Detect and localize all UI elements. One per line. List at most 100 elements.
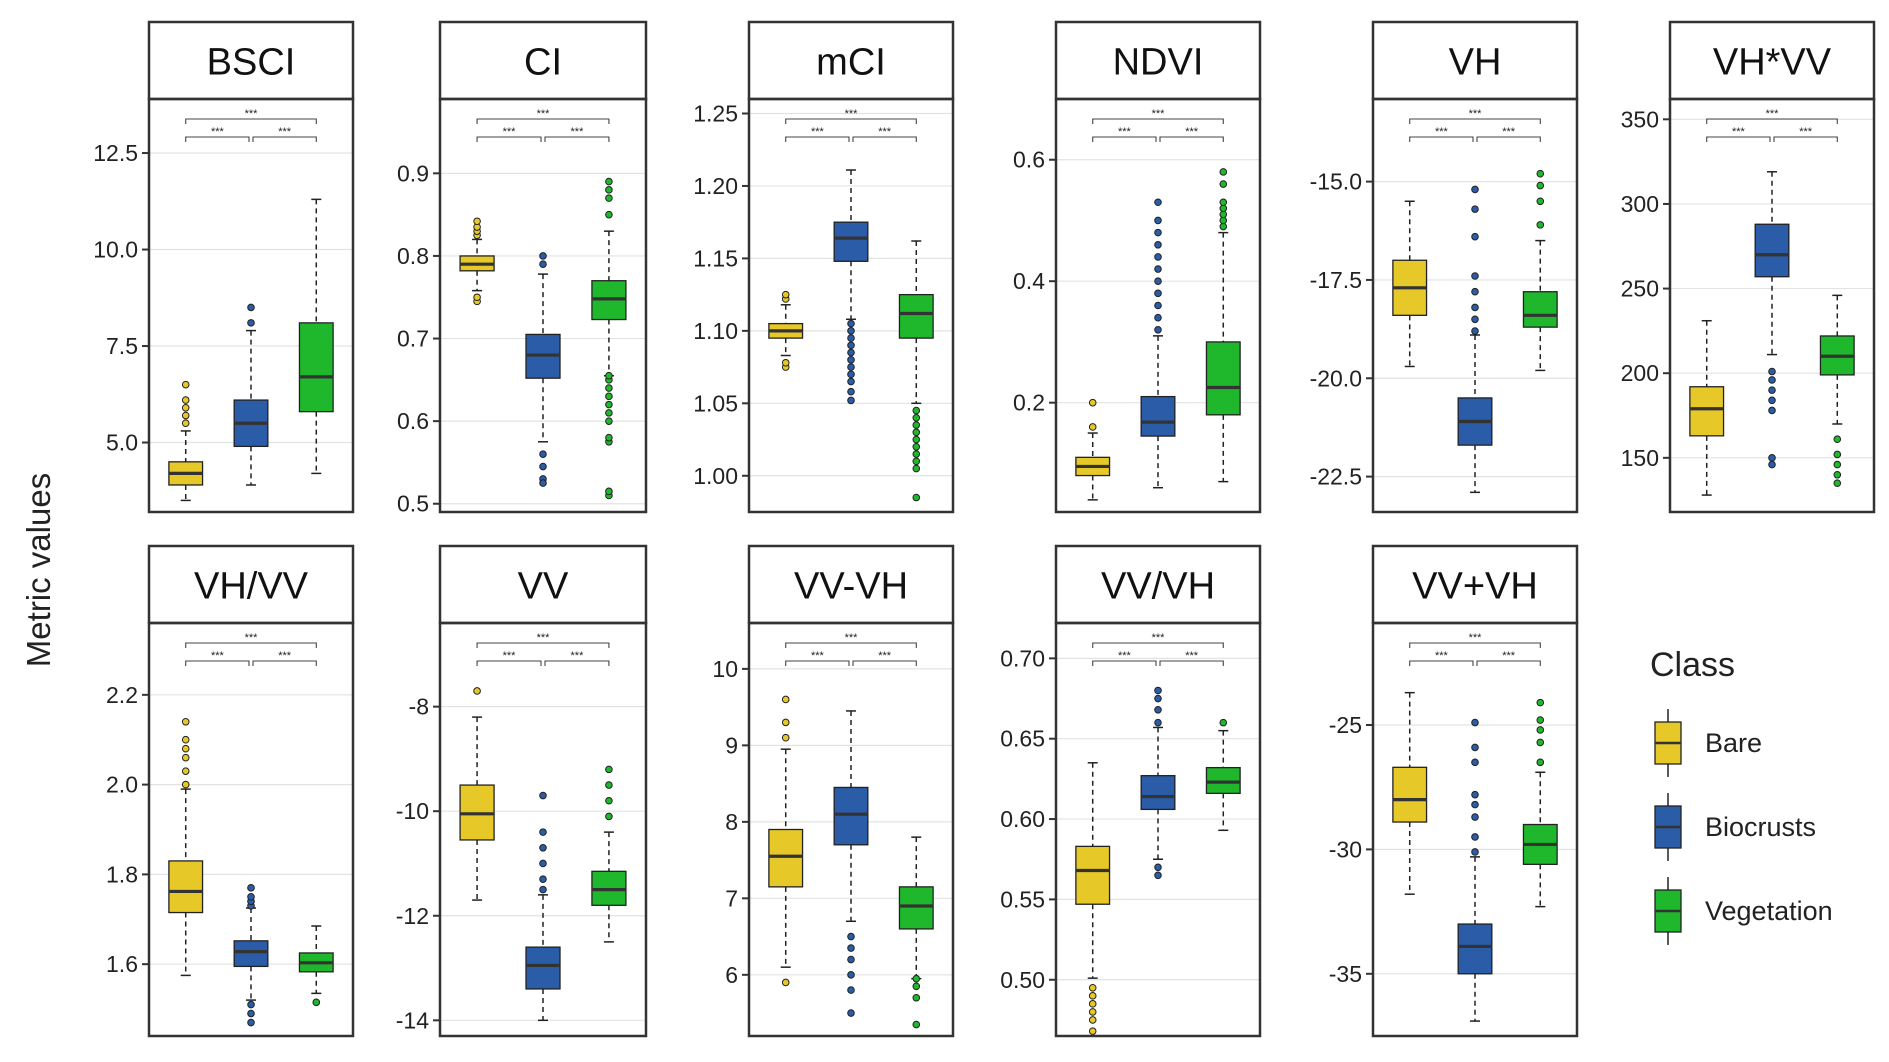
panel-bsci: BSCI *** *** *** 5.0 7.5 10.0 12.5 (93, 20, 355, 514)
panel-title: VV (518, 566, 569, 608)
outlier-point (1088, 992, 1097, 1000)
outlier-point (312, 998, 321, 1007)
y-tick-label: -30 (1329, 836, 1362, 862)
box-bare (168, 380, 204, 502)
panel-border (1668, 97, 1876, 514)
y-tick-label: 1.10 (693, 318, 738, 344)
bracket-bare-vegetation (1706, 118, 1838, 124)
outlier-point (181, 403, 190, 412)
outlier-point (1088, 1008, 1097, 1016)
outlier-point (539, 859, 547, 868)
panel-vv-vh: VV/VH *** *** *** 0.50 0.55 0.60 0.65 0.70 (1000, 544, 1262, 1038)
bracket-biocrusts-vegetation (1476, 136, 1541, 142)
bracket-bare-biocrusts (785, 136, 850, 142)
facet-panels: BSCI *** *** *** 5.0 7.5 10.0 12.5 CI *** *** *** 0.… (93, 20, 1876, 1038)
significance-label: *** (1185, 126, 1199, 138)
panel-title: CI (524, 42, 562, 84)
outlier-point (1088, 1000, 1097, 1008)
y-tick-label: 200 (1621, 360, 1659, 386)
box-bare (768, 290, 804, 371)
outlier-point (1471, 758, 1479, 767)
outlier-point (247, 319, 255, 327)
panel-vh: VH *** *** *** -22.5 -20.0 -17.5 -15.0 (1310, 20, 1579, 514)
outlier-point (539, 462, 547, 471)
box-iqr (833, 221, 869, 262)
y-tick-label: -10 (396, 798, 429, 824)
box-iqr (1140, 395, 1176, 437)
significance-label: *** (571, 650, 585, 662)
outlier-point (1536, 181, 1545, 190)
box-bare (459, 217, 495, 306)
panel-title: mCI (816, 42, 886, 84)
box-iqr (168, 860, 204, 914)
outlier-point (781, 718, 790, 727)
outlier-point (605, 433, 613, 442)
outlier-point (1471, 800, 1479, 809)
outlier-point (847, 341, 855, 350)
panel-ci: CI *** *** *** 0.5 0.6 0.7 0.8 0.9 (397, 20, 648, 517)
bracket-biocrusts-vegetation (852, 136, 917, 142)
y-tick-label: 7.5 (106, 333, 138, 359)
box-iqr (898, 886, 934, 930)
outlier-point (912, 421, 921, 429)
outlier-point (1154, 253, 1162, 261)
outlier-point (1471, 718, 1479, 727)
outlier-point (247, 1000, 255, 1009)
outlier-point (1471, 833, 1479, 841)
outlier-point (605, 417, 613, 425)
outlier-point (912, 493, 921, 502)
box-iqr (1689, 386, 1725, 437)
outlier-point (847, 986, 855, 994)
box-vegetation (591, 177, 627, 500)
significance-label: *** (811, 650, 825, 662)
outlier-point (539, 875, 547, 883)
box-vegetation (591, 765, 627, 943)
outlier-point (1833, 435, 1842, 444)
bracket-biocrusts-vegetation (544, 136, 610, 142)
outlier-point (1154, 277, 1162, 286)
panel-strip (147, 544, 355, 625)
outlier-point (847, 955, 855, 964)
outlier-point (847, 932, 855, 941)
bracket-bare-vegetation (785, 642, 917, 648)
y-tick-label: 6 (725, 962, 738, 988)
box-iqr (1392, 766, 1428, 823)
outlier-point (539, 260, 547, 269)
panel-border (438, 621, 648, 1038)
outlier-point (1768, 376, 1776, 384)
y-tick-label: 1.8 (106, 861, 138, 887)
outlier-point (605, 194, 613, 202)
y-tick-label: 0.55 (1000, 886, 1045, 912)
outlier-point (1154, 325, 1162, 334)
outlier-point (912, 457, 921, 466)
panel-vv-vh: VV+VH *** *** *** -35 -30 -25 (1329, 544, 1579, 1038)
outlier-point (1833, 460, 1842, 469)
panel-title: VH (1449, 42, 1502, 84)
legend-item-label: Biocrusts (1705, 812, 1816, 842)
y-tick-label: -35 (1329, 961, 1362, 987)
outlier-point (1471, 232, 1479, 241)
outlier-point (605, 384, 613, 392)
box-bare (1689, 319, 1725, 496)
panel-title: VV+VH (1412, 566, 1538, 608)
significance-label: *** (1766, 108, 1780, 120)
outlier-point (1536, 197, 1545, 206)
bracket-bare-biocrusts (185, 660, 250, 666)
outlier-point (1088, 423, 1097, 431)
panel-strip (1054, 20, 1262, 101)
outlier-point (1536, 716, 1545, 724)
outlier-point (1154, 871, 1162, 880)
outlier-point (1154, 240, 1162, 249)
y-tick-label: -22.5 (1310, 464, 1362, 490)
legend-item-biocrusts: Biocrusts (1654, 793, 1816, 861)
outlier-point (1536, 758, 1545, 767)
significance-label: *** (245, 632, 259, 644)
panel-border (1371, 621, 1579, 1038)
outlier-point (1154, 301, 1162, 310)
outlier-point (181, 419, 190, 428)
panel-vv: VV *** *** *** -14 -12 -10 -8 (396, 544, 648, 1038)
panel-strip (1371, 20, 1579, 101)
bracket-biocrusts-vegetation (1476, 660, 1541, 666)
bracket-biocrusts-vegetation (1159, 660, 1224, 666)
